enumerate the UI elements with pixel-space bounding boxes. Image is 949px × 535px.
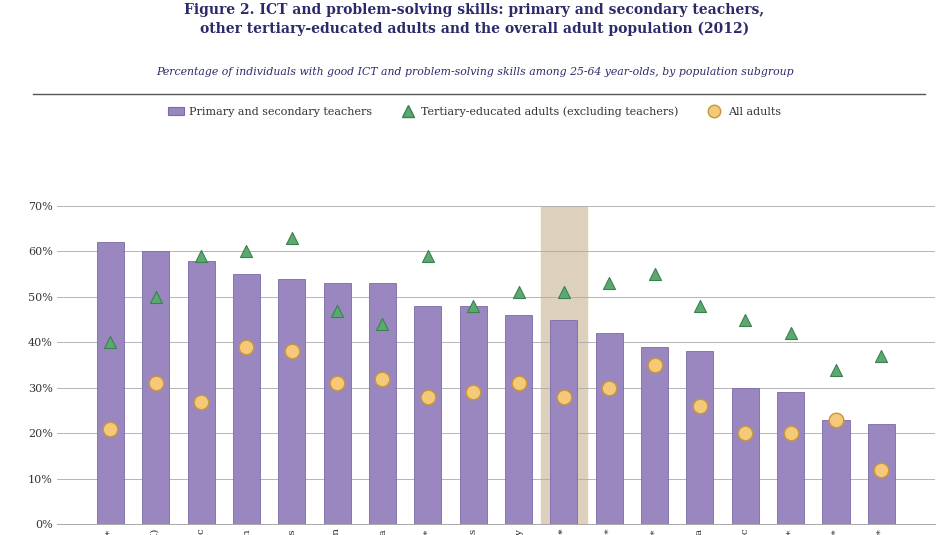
Bar xyxy=(550,320,578,524)
Bar xyxy=(777,393,804,524)
Point xyxy=(511,379,526,388)
Point xyxy=(874,352,889,361)
Bar xyxy=(641,347,668,524)
Bar xyxy=(324,284,351,524)
Point xyxy=(602,384,617,392)
Bar xyxy=(505,315,532,524)
Point xyxy=(194,397,209,406)
Point xyxy=(511,288,526,297)
Point xyxy=(693,402,708,410)
Point xyxy=(102,425,118,433)
Point xyxy=(783,329,798,338)
Bar xyxy=(188,261,214,524)
Bar xyxy=(278,279,306,524)
Point xyxy=(375,320,390,328)
Bar xyxy=(97,242,124,524)
Bar xyxy=(732,388,759,524)
Point xyxy=(102,338,118,347)
Point xyxy=(647,270,662,279)
Point xyxy=(647,361,662,370)
Point xyxy=(874,465,889,474)
Point xyxy=(239,343,254,351)
Text: Percentage of individuals with good ICT and problem-solving skills among 25-64 y: Percentage of individuals with good ICT … xyxy=(156,67,793,77)
Bar xyxy=(142,251,169,524)
Legend: Primary and secondary teachers, Tertiary-educated adults (excluding teachers), A: Primary and secondary teachers, Tertiary… xyxy=(164,102,785,121)
Point xyxy=(239,247,254,256)
Bar xyxy=(867,424,895,524)
Point xyxy=(602,279,617,288)
Point xyxy=(783,429,798,438)
Bar xyxy=(414,306,441,524)
Point xyxy=(828,365,844,374)
Point xyxy=(329,379,344,388)
Point xyxy=(420,393,436,401)
Point xyxy=(466,302,481,310)
Point xyxy=(194,252,209,261)
Point xyxy=(284,234,299,242)
Bar xyxy=(596,333,623,524)
Bar xyxy=(686,351,714,524)
Point xyxy=(828,415,844,424)
Bar xyxy=(823,419,849,524)
Point xyxy=(737,429,753,438)
Point xyxy=(420,252,436,261)
Bar xyxy=(541,206,586,524)
Point xyxy=(693,302,708,310)
Point xyxy=(375,374,390,383)
Point xyxy=(556,288,571,297)
Point xyxy=(329,306,344,315)
Text: Figure 2. ICT and problem-solving skills: primary and secondary teachers,
other : Figure 2. ICT and problem-solving skills… xyxy=(184,3,765,36)
Point xyxy=(148,379,163,388)
Bar xyxy=(233,274,260,524)
Point xyxy=(466,388,481,397)
Point xyxy=(556,393,571,401)
Point xyxy=(284,347,299,356)
Bar xyxy=(459,306,487,524)
Point xyxy=(148,293,163,301)
Bar xyxy=(369,284,396,524)
Point xyxy=(737,316,753,324)
